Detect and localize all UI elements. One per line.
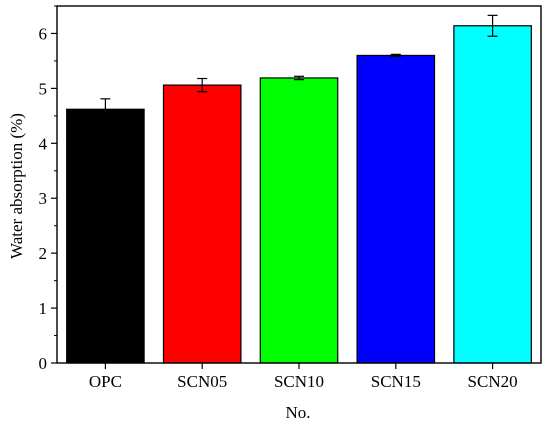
y-tick-label-3: 3 bbox=[39, 189, 48, 208]
x-tick-label-opc: OPC bbox=[89, 372, 122, 391]
x-axis-label: No. bbox=[285, 403, 310, 422]
y-tick-label-2: 2 bbox=[39, 244, 48, 263]
error-bar-scn10 bbox=[294, 75, 304, 81]
bar-scn10 bbox=[259, 77, 339, 364]
x-tick-label-scn20: SCN20 bbox=[468, 372, 518, 391]
y-tick-label-0: 0 bbox=[39, 354, 48, 373]
y-tick-label-6: 6 bbox=[39, 24, 48, 43]
y-axis-label: Water absorption (%) bbox=[7, 113, 26, 259]
x-tick-label-scn05: SCN05 bbox=[177, 372, 227, 391]
y-tick-label-4: 4 bbox=[39, 134, 48, 153]
y-tick-label-5: 5 bbox=[39, 79, 48, 98]
bar-scn15 bbox=[356, 54, 436, 364]
bar-opc bbox=[66, 108, 145, 364]
error-bar-scn15 bbox=[390, 53, 401, 58]
ticks-layer: OPC SCN05 SCN10 SCN15 SCN20 0 1 2 3 4 5 6 bbox=[39, 5, 518, 391]
error-bar-scn20 bbox=[487, 14, 498, 37]
y-tick-label-1: 1 bbox=[39, 299, 48, 318]
bar-scn05 bbox=[162, 84, 242, 364]
error-bars-layer bbox=[100, 14, 498, 121]
bar-scn20 bbox=[453, 25, 532, 364]
x-tick-label-scn10: SCN10 bbox=[274, 372, 324, 391]
error-bar-scn05 bbox=[197, 77, 208, 93]
bars-layer bbox=[66, 25, 532, 364]
error-bar-opc bbox=[100, 98, 111, 121]
x-tick-label-scn15: SCN15 bbox=[371, 372, 421, 391]
